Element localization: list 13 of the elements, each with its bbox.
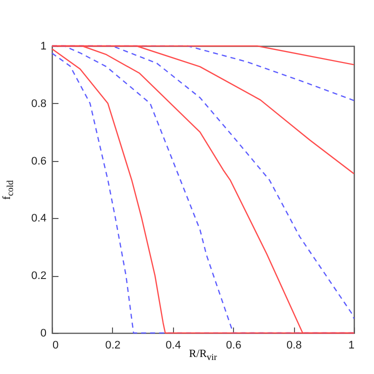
- x-tick-label: 0.4: [166, 340, 181, 352]
- y-tick-label: 0.4: [31, 212, 46, 225]
- x-tick-label: 0.2: [105, 340, 121, 352]
- y-tick-label: 1: [40, 40, 46, 52]
- x-tick-label: 0: [52, 340, 59, 352]
- y-tick-label: 0.2: [31, 270, 46, 282]
- x-tick-label: 0.6: [226, 340, 242, 352]
- y-tick-label: 0.8: [31, 98, 46, 110]
- x-axis-title: R/R$_{vir}$: [189, 348, 217, 362]
- x-tick-label: 1: [348, 340, 354, 352]
- y-tick-label: 0.6: [31, 155, 46, 168]
- x-tick-label: 0.8: [286, 340, 302, 352]
- y-tick-label: 0: [40, 328, 46, 340]
